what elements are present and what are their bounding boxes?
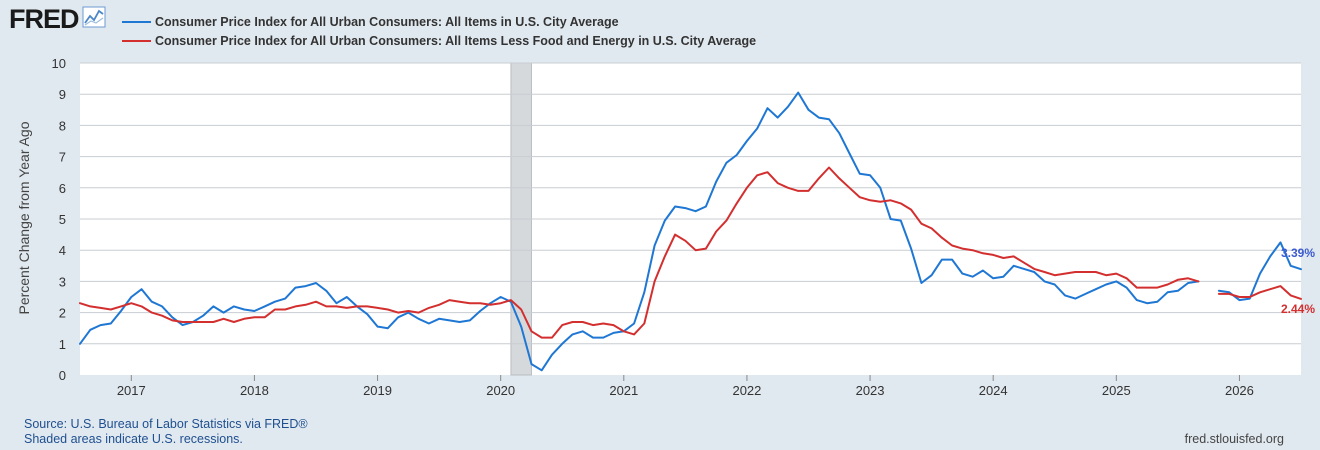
end-labels: 3.39% 2.44% xyxy=(1281,246,1315,316)
x-tick-label: 2024 xyxy=(979,383,1008,398)
x-tick-label: 2026 xyxy=(1225,383,1254,398)
x-tick-label: 2017 xyxy=(117,383,146,398)
end-value-label: 3.39% xyxy=(1281,246,1315,260)
chart-legend: Consumer Price Index for All Urban Consu… xyxy=(122,12,756,50)
site-link[interactable]: fred.stlouisfed.org xyxy=(1184,432,1284,446)
line-chart: 0 1 2 3 4 5 6 7 8 9 10 2017 2018 2019 2020 2021 2022 202… xyxy=(16,56,1315,398)
x-tick-label: 2018 xyxy=(240,383,269,398)
series xyxy=(79,91,1302,372)
fred-logo-text: FRED xyxy=(9,4,79,34)
x-axis: 2017 2018 2019 2020 2021 2022 2023 2024 2025 2026 xyxy=(117,375,1254,398)
legend-item-cpi-all-items[interactable]: Consumer Price Index for All Urban Consu… xyxy=(122,12,756,31)
x-tick-label: 2020 xyxy=(486,383,515,398)
y-tick-label: 7 xyxy=(59,150,66,165)
y-tick-label: 10 xyxy=(52,56,66,71)
legend-label: Consumer Price Index for All Urban Consu… xyxy=(155,14,619,29)
legend-label: Consumer Price Index for All Urban Consu… xyxy=(155,33,757,48)
y-tick-label: 8 xyxy=(59,118,66,133)
y-tick-label: 0 xyxy=(59,368,66,383)
legend-swatch-red xyxy=(122,39,151,42)
series-line-core xyxy=(79,166,1302,339)
grid: 0 1 2 3 4 5 6 7 8 9 10 xyxy=(52,56,1301,383)
x-tick-label: 2022 xyxy=(732,383,761,398)
source-note: Source: U.S. Bureau of Labor Statistics … xyxy=(24,417,308,431)
recession-note: Shaded areas indicate U.S. recessions. xyxy=(24,432,243,446)
end-value-label: 2.44% xyxy=(1281,302,1315,316)
y-axis-label: Percent Change from Year Ago xyxy=(16,121,32,314)
legend-item-cpi-core[interactable]: Consumer Price Index for All Urban Consu… xyxy=(122,31,756,50)
y-tick-label: 3 xyxy=(59,274,66,289)
y-tick-label: 2 xyxy=(59,306,66,321)
y-tick-label: 6 xyxy=(59,181,66,196)
x-tick-label: 2021 xyxy=(609,383,638,398)
legend-swatch-blue xyxy=(122,20,151,23)
x-tick-label: 2019 xyxy=(363,383,392,398)
fred-logo[interactable]: FRED xyxy=(9,6,106,33)
y-tick-label: 9 xyxy=(59,87,66,102)
y-tick-label: 5 xyxy=(59,212,66,227)
y-tick-label: 1 xyxy=(59,337,66,352)
y-tick-label: 4 xyxy=(59,243,66,258)
x-tick-label: 2023 xyxy=(856,383,885,398)
x-tick-label: 2025 xyxy=(1102,383,1131,398)
line-chart-icon xyxy=(82,6,106,33)
